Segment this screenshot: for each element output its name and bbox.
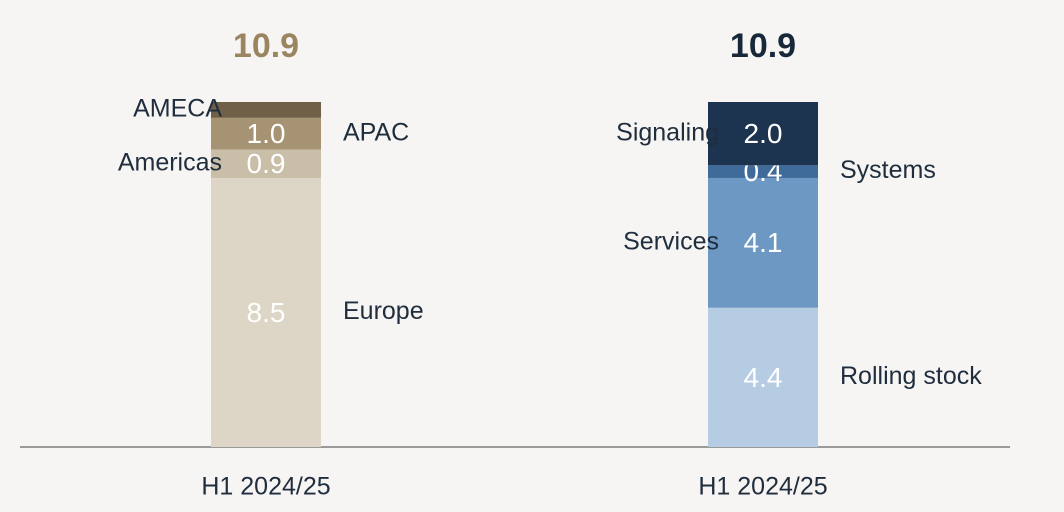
bar-segment (708, 177, 818, 308)
series-label: Systems (840, 156, 936, 184)
bar-segment (211, 117, 321, 150)
series-label: AMECA (133, 95, 222, 123)
value-label: 4.4 (744, 362, 783, 393)
series-label: Services (623, 227, 719, 255)
total-label: 10.9 (233, 27, 299, 65)
bar-segment (708, 165, 818, 178)
value-label: 2.0 (744, 118, 783, 149)
bar-segment (211, 177, 321, 447)
x-tick-label: H1 2024/25 (201, 473, 330, 501)
series-label: Americas (118, 148, 222, 176)
bar-segment (708, 307, 818, 447)
value-label: 8.5 (247, 297, 286, 328)
series-label: Europe (343, 297, 424, 325)
series-label: Signaling (616, 118, 719, 146)
bar-segment (708, 102, 818, 166)
value-label: 1.0 (247, 118, 286, 149)
total-label: 10.9 (730, 27, 796, 65)
bar-segment (211, 149, 321, 178)
series-label: APAC (343, 118, 409, 146)
value-label: 4.1 (744, 227, 783, 258)
value-label: 0.9 (247, 148, 286, 179)
bar-segment (211, 102, 321, 118)
series-label: Rolling stock (840, 362, 982, 390)
x-tick-label: H1 2024/25 (698, 473, 827, 501)
